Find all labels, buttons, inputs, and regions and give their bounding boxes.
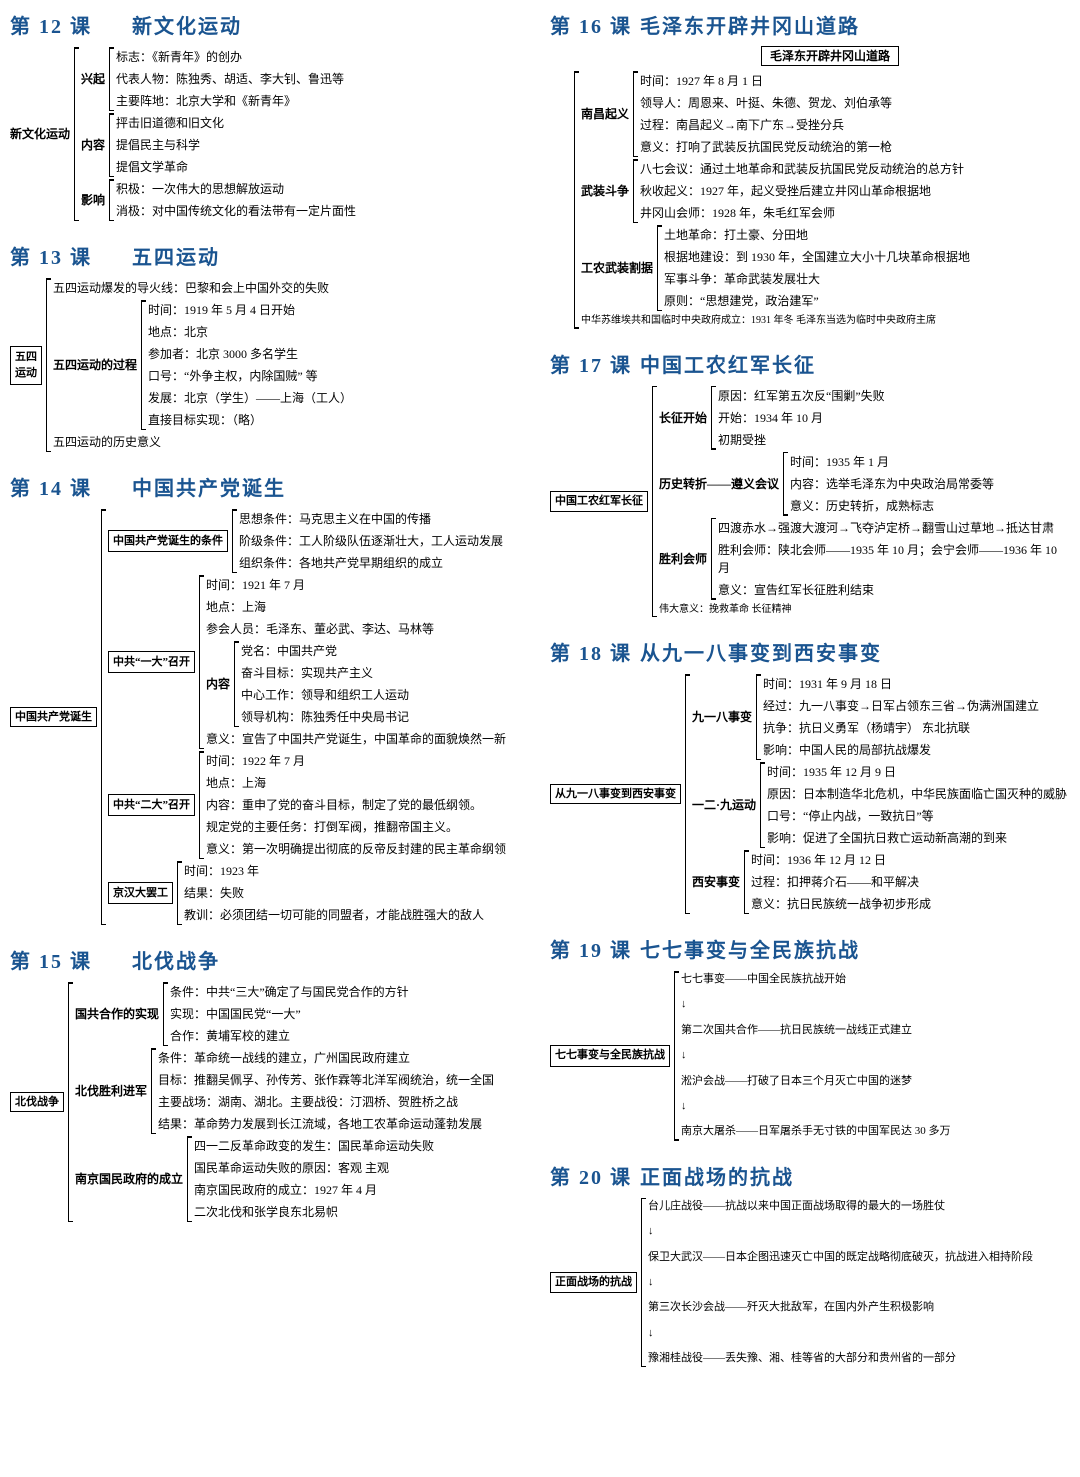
lesson-14: 第 14 课中国共产党诞生 中国共产党诞生 中国共产党诞生的条件 思想条件：马克… [10, 472, 530, 925]
tree-root: 中国工农红军长征 长征开始 原因：红军第五次反“围剿”失败 开始：1934 年 … [550, 386, 1070, 618]
tree-root: 正面战场的抗战 台儿庄战役——抗战以来中国正面战场取得的最大的一场胜仗 ↓ 保卫… [550, 1198, 1070, 1368]
lesson-15: 第 15 课北伐战争 北伐战争 国共合作的实现 条件：中共“三大”确定了与国民党… [10, 945, 530, 1222]
lesson-title: 第 18 课从九一八事变到西安事变 [550, 637, 1070, 666]
lesson-13: 第 13 课五四运动 五四 运动 五四运动爆发的导火线：巴黎和会上中国外交的失败… [10, 241, 530, 452]
tree-root: 五四 运动 五四运动爆发的导火线：巴黎和会上中国外交的失败 五四运动的过程 时间… [10, 278, 530, 452]
lesson-20: 第 20 课正面战场的抗战 正面战场的抗战 台儿庄战役——抗战以来中国正面战场取… [550, 1161, 1070, 1368]
lesson-title: 第 14 课中国共产党诞生 [10, 472, 530, 501]
lesson-title: 第 16 课毛泽东开辟井冈山道路 [550, 10, 1070, 39]
subtitle-box: 毛泽东开辟井冈山道路 [590, 47, 1070, 65]
tree-root: 中国共产党诞生 中国共产党诞生的条件 思想条件：马克思主义在中国的传播 阶级条件… [10, 509, 530, 925]
tree-root: 从九一八事变到西安事变 九一八事变 时间：1931 年 9 月 18 日 经过：… [550, 674, 1070, 914]
tree-root: 新文化运动 兴起 标志：《新青年》的创办 代表人物：陈独秀、胡适、李大钊、鲁迅等… [10, 47, 530, 221]
lesson-title: 第 12 课新文化运动 [10, 10, 530, 39]
left-column: 第 12 课新文化运动 新文化运动 兴起 标志：《新青年》的创办 代表人物：陈独… [10, 10, 530, 1367]
lesson-16: 第 16 课毛泽东开辟井冈山道路 毛泽东开辟井冈山道路 南昌起义 时间：1927… [550, 10, 1070, 329]
lesson-title: 第 19 课七七事变与全民族抗战 [550, 934, 1070, 963]
lesson-title: 第 17 课中国工农红军长征 [550, 349, 1070, 378]
lesson-12: 第 12 课新文化运动 新文化运动 兴起 标志：《新青年》的创办 代表人物：陈独… [10, 10, 530, 221]
lesson-19: 第 19 课七七事变与全民族抗战 七七事变与全民族抗战 七七事变——中国全民族抗… [550, 934, 1070, 1141]
tree-root: 七七事变与全民族抗战 七七事变——中国全民族抗战开始 ↓ 第二次国共合作——抗日… [550, 971, 1070, 1141]
tree-root: 北伐战争 国共合作的实现 条件：中共“三大”确定了与国民党合作的方针 实现：中国… [10, 982, 530, 1222]
lesson-17: 第 17 课中国工农红军长征 中国工农红军长征 长征开始 原因：红军第五次反“围… [550, 349, 1070, 618]
tree-root: 南昌起义 时间：1927 年 8 月 1 日 领导人：周恩来、叶挺、朱德、贺龙、… [570, 71, 1070, 329]
lesson-title: 第 20 课正面战场的抗战 [550, 1161, 1070, 1190]
lesson-title: 第 15 课北伐战争 [10, 945, 530, 974]
right-column: 第 16 课毛泽东开辟井冈山道路 毛泽东开辟井冈山道路 南昌起义 时间：1927… [550, 10, 1070, 1367]
lesson-18: 第 18 课从九一八事变到西安事变 从九一八事变到西安事变 九一八事变 时间：1… [550, 637, 1070, 914]
lesson-title: 第 13 课五四运动 [10, 241, 530, 270]
